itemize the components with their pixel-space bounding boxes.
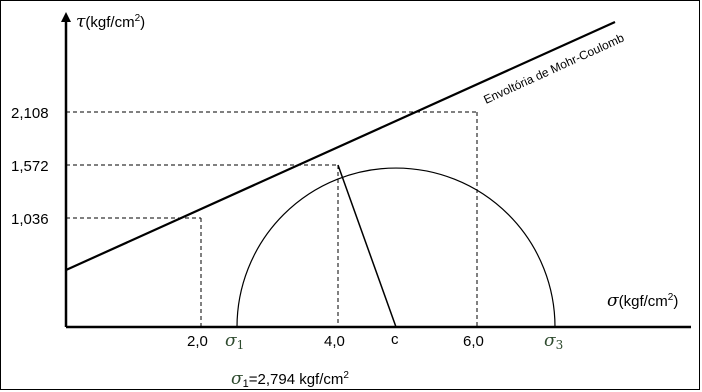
result-caption: σ1=2,794 kgf/cm2 [231,369,349,390]
y-axis-label: τ(kgf/cm2) [76,12,145,32]
center-label: c [391,331,399,348]
x-axis-label: σ(kgf/cm2) [607,291,678,311]
envelope-label: Envoltória de Mohr-Coulomb [481,31,626,107]
y-tick-2108: 2,108 [11,105,49,122]
y-tick-1572: 1,572 [11,158,49,175]
guide-lines [66,111,478,327]
x-tick-6: 6,0 [463,333,484,350]
sigma1-label: σ1 [225,331,244,352]
radius-line [337,164,397,328]
x-tick-4: 4,0 [324,333,345,350]
envelope-line [65,20,616,272]
x-tick-2: 2,0 [187,333,208,350]
sigma3-label: σ3 [544,331,563,352]
mohr-circle [236,167,556,328]
y-tick-1036: 1,036 [11,211,49,228]
